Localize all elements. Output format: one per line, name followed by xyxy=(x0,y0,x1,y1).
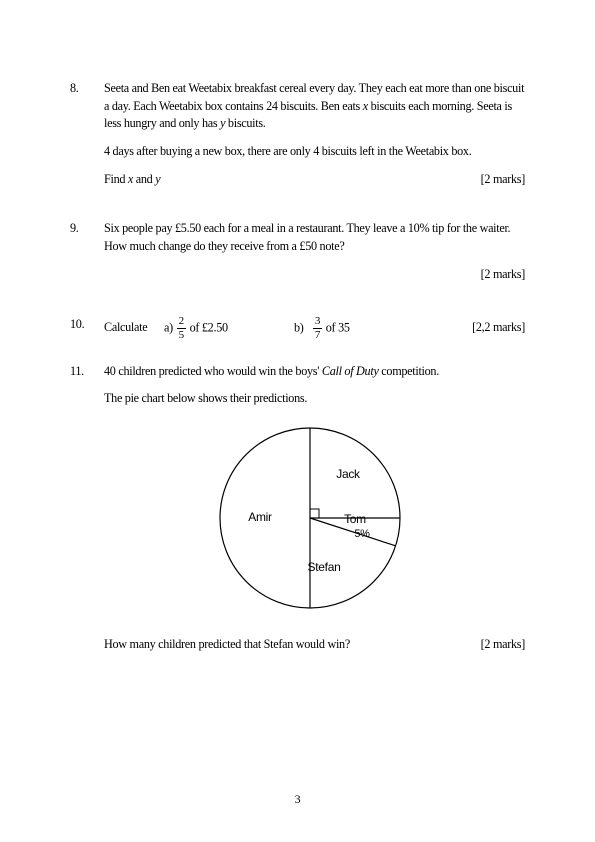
q10-part-b: b) 37 of 35 xyxy=(294,316,404,341)
svg-text:5%: 5% xyxy=(354,528,370,540)
svg-text:Amir: Amir xyxy=(248,510,272,524)
q10-b-of: of 35 xyxy=(326,320,350,334)
q10-marks: [2,2 marks] xyxy=(472,319,525,337)
q11-call-of-duty: Call of Duty xyxy=(322,364,379,378)
q8-para1: Seeta and Ben eat Weetabix breakfast cer… xyxy=(104,80,525,133)
question-9: 9. Six people pay £5.50 each for a meal … xyxy=(70,220,525,293)
q8-find: Find x and y [2 marks] xyxy=(104,171,525,189)
q9-marks-row: [2 marks] xyxy=(104,266,525,284)
q9-para1: Six people pay £5.50 each for a meal in … xyxy=(104,220,525,255)
q11-para2: The pie chart below shows their predicti… xyxy=(104,390,525,408)
question-11: 11. 40 children predicted who would win … xyxy=(70,363,525,664)
question-8: 8. Seeta and Ben eat Weetabix breakfast … xyxy=(70,80,525,198)
q8-marks: [2 marks] xyxy=(481,171,525,189)
fraction-3-7: 37 xyxy=(313,316,322,341)
q9-number: 9. xyxy=(70,220,104,293)
q10-part-a: a) 25 of £2.50 xyxy=(164,316,294,341)
q8-find-label: Find xyxy=(104,172,128,186)
svg-text:Stefan: Stefan xyxy=(307,560,340,574)
q8-body: Seeta and Ben eat Weetabix breakfast cer… xyxy=(104,80,525,198)
q10-body: Calculate a) 25 of £2.50 b) 37 of 35 [2,… xyxy=(104,316,525,341)
svg-text:Jack: Jack xyxy=(336,467,361,481)
pie-chart: Jack Tom 5% Stefan Amir xyxy=(200,418,430,618)
q10-number: 10. xyxy=(70,316,104,341)
variable-x: x xyxy=(363,99,368,113)
q11-para1: 40 children predicted who would win the … xyxy=(104,363,525,381)
q10-a-of: of £2.50 xyxy=(190,320,228,334)
svg-text:Tom: Tom xyxy=(344,512,366,526)
q8-para2: 4 days after buying a new box, there are… xyxy=(104,143,525,161)
fraction-2-5: 25 xyxy=(177,316,186,341)
q11-marks: [2 marks] xyxy=(481,636,525,654)
q10-a-label: a) xyxy=(164,320,173,334)
q8-find-y: y xyxy=(155,172,160,186)
q10-calculate: Calculate xyxy=(104,319,164,337)
q11-question: How many children predicted that Stefan … xyxy=(104,637,350,651)
q9-marks: [2 marks] xyxy=(481,266,525,284)
question-10: 10. Calculate a) 25 of £2.50 b) 37 of 35… xyxy=(70,316,525,341)
q8-number: 8. xyxy=(70,80,104,198)
q11-question-row: How many children predicted that Stefan … xyxy=(104,636,525,654)
q11-body: 40 children predicted who would win the … xyxy=(104,363,525,664)
variable-y: y xyxy=(220,116,225,130)
q9-body: Six people pay £5.50 each for a meal in … xyxy=(104,220,525,293)
q11-p1a: 40 children predicted who would win the … xyxy=(104,364,322,378)
q11-number: 11. xyxy=(70,363,104,664)
q11-p1c: competition. xyxy=(379,364,439,378)
q10-b-label: b) xyxy=(294,320,304,334)
q8-find-vars: x xyxy=(128,172,133,186)
page-number: 3 xyxy=(0,791,595,808)
